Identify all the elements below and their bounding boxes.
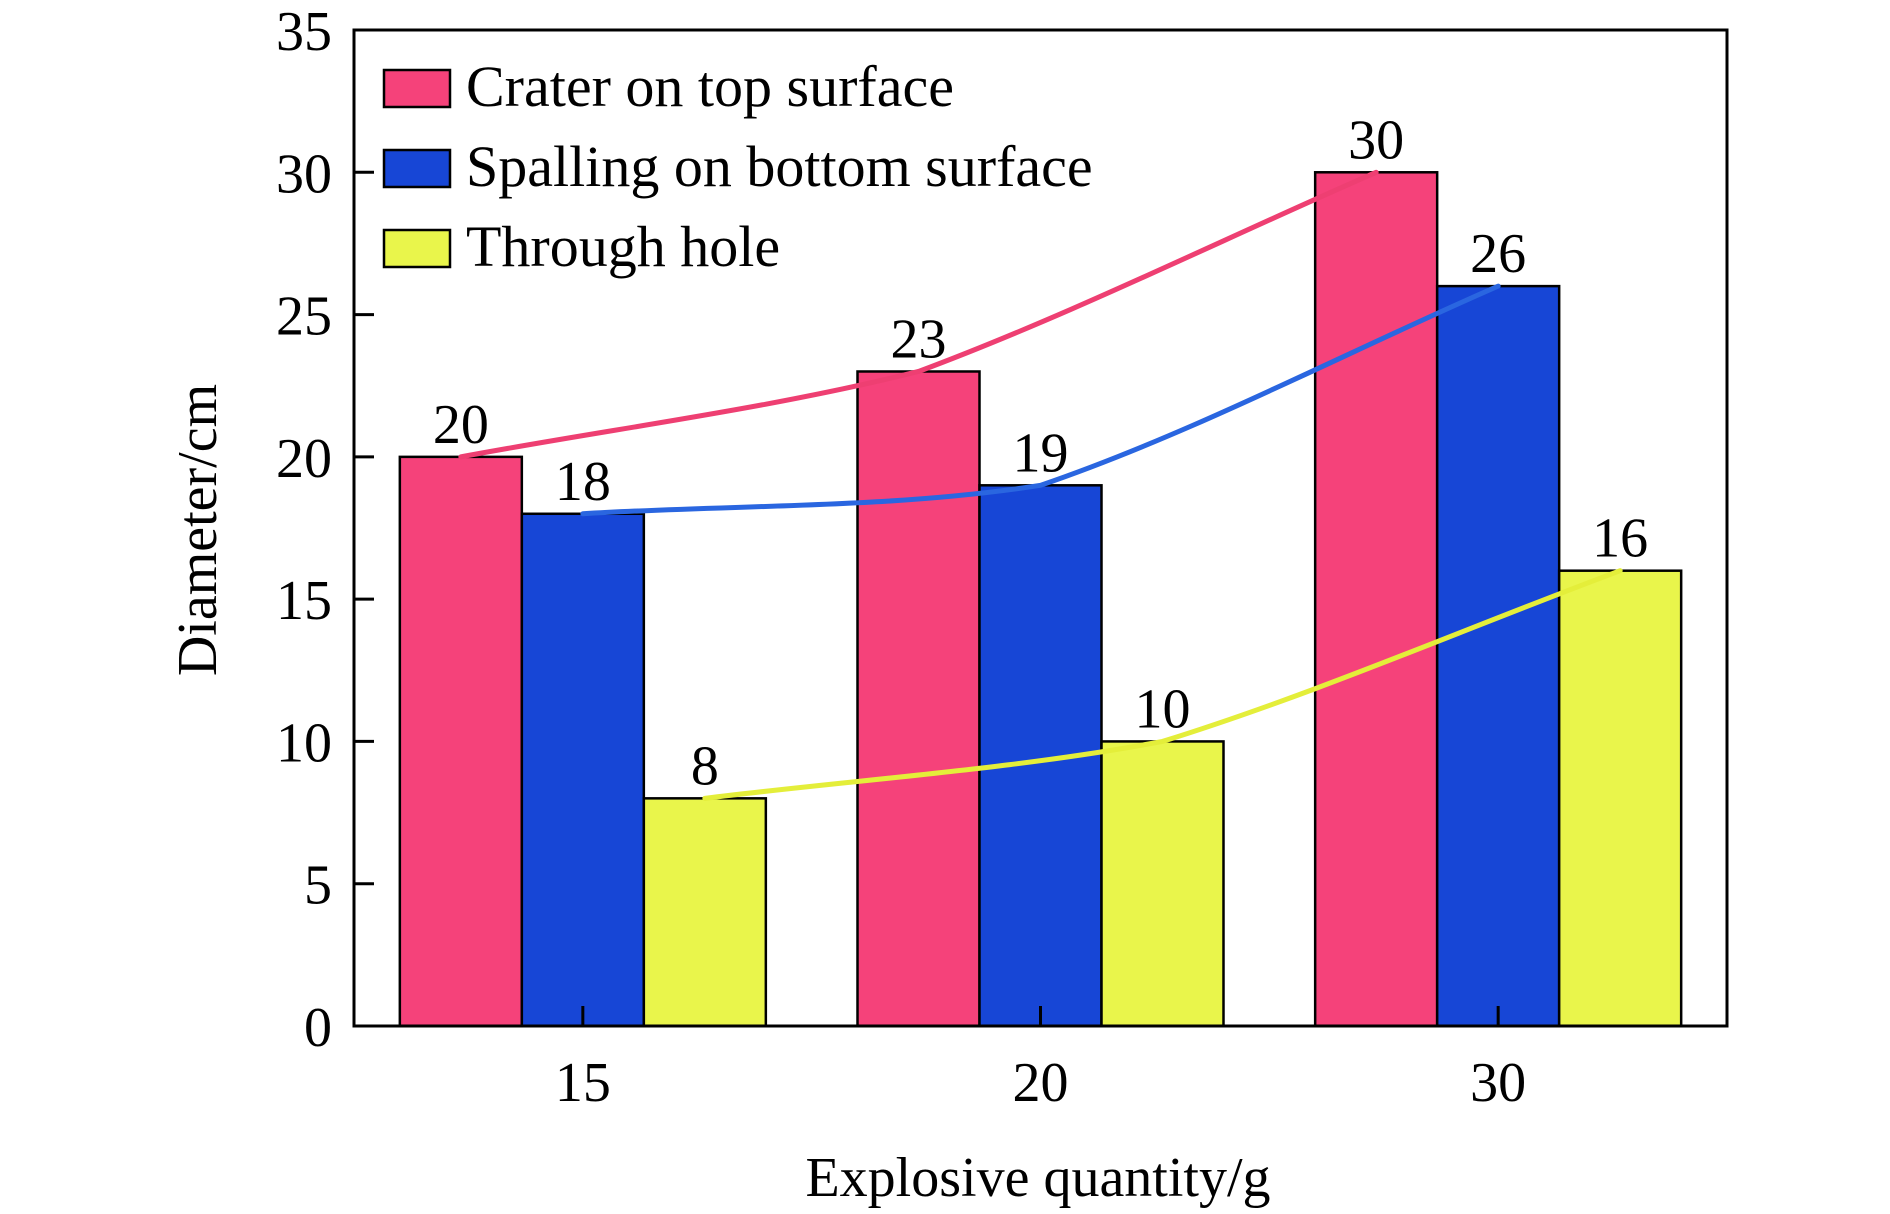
x-tick-label: 30 — [1470, 1052, 1526, 1114]
x-tick-label: 20 — [1013, 1052, 1069, 1114]
bar — [642, 797, 768, 1028]
y-axis-label: Diameter/cm — [167, 384, 229, 676]
legend-swatch — [382, 148, 452, 189]
legend-label: Spalling on bottom surface — [466, 134, 1093, 199]
bar — [1557, 569, 1683, 1028]
legend: Crater on top surface Spalling on bottom … — [382, 54, 1093, 279]
y-tick-label: 0 — [304, 997, 332, 1059]
y-tick-label: 35 — [276, 1, 332, 63]
data-label: 18 — [555, 451, 611, 513]
data-label: 23 — [891, 308, 947, 370]
trend-line — [580, 283, 1501, 517]
y-tick-label: 5 — [304, 855, 332, 917]
y-tick-label: 20 — [276, 428, 332, 490]
data-label: 26 — [1470, 223, 1526, 285]
bars-layer — [398, 171, 1683, 1028]
bar — [520, 512, 646, 1028]
x-axis-ticks: 15 20 30 — [555, 1006, 1526, 1114]
data-label: 10 — [1135, 678, 1191, 740]
x-axis-label: Explosive quantity/g — [805, 1147, 1270, 1209]
trend-line — [458, 169, 1379, 460]
trend-lines-layer — [458, 169, 1623, 801]
bar — [856, 370, 981, 1028]
bar — [398, 455, 524, 1028]
bar — [1100, 740, 1225, 1028]
trend-line — [702, 568, 1623, 801]
data-label: 30 — [1348, 109, 1404, 171]
bar — [1435, 284, 1561, 1028]
data-label: 20 — [433, 394, 489, 456]
legend-label: Through hole — [466, 214, 780, 279]
data-label: 8 — [691, 735, 719, 797]
y-tick-label: 25 — [276, 286, 332, 348]
y-axis-ticks: 0 5 10 15 20 25 30 35 — [276, 1, 374, 1059]
legend-swatch — [382, 68, 452, 109]
bar — [1313, 171, 1439, 1028]
legend-label: Crater on top surface — [466, 54, 954, 119]
y-tick-label: 15 — [276, 570, 332, 632]
y-tick-label: 10 — [276, 712, 332, 774]
legend-swatch — [382, 228, 452, 269]
y-tick-label: 30 — [276, 143, 332, 205]
data-label: 19 — [1013, 422, 1069, 484]
data-labels-layer: 20 23 30 18 19 26 8 10 16 — [433, 109, 1648, 797]
data-label: 16 — [1592, 508, 1648, 570]
x-tick-label: 15 — [555, 1052, 611, 1114]
